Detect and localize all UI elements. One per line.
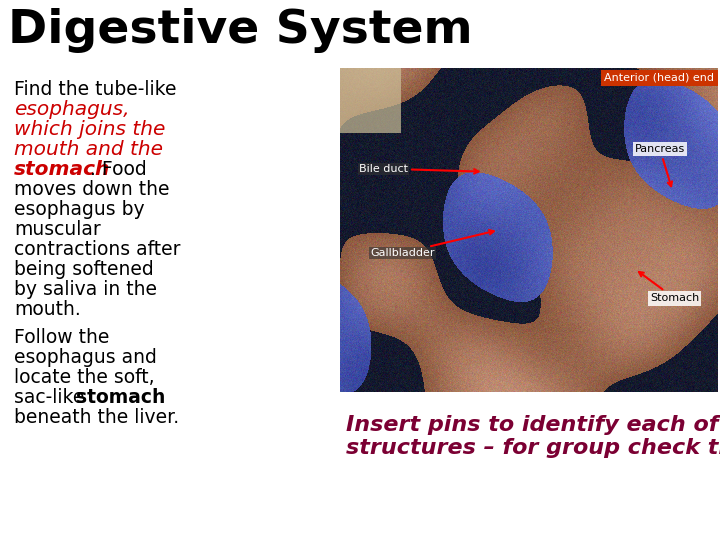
Text: Gallbladder: Gallbladder: [370, 230, 494, 258]
Text: Bile duct: Bile duct: [359, 164, 479, 174]
Text: contractions after: contractions after: [14, 240, 181, 259]
Text: Follow the: Follow the: [14, 328, 109, 347]
Text: Find the tube-like: Find the tube-like: [14, 80, 176, 99]
Text: moves down the: moves down the: [14, 180, 169, 199]
Text: being softened: being softened: [14, 260, 154, 279]
Text: which joins the: which joins the: [14, 120, 166, 139]
Text: Insert pins to identify each of the
structures – for group check time: Insert pins to identify each of the stru…: [346, 415, 720, 458]
Text: Digestive System: Digestive System: [8, 8, 472, 53]
Text: beneath the liver.: beneath the liver.: [14, 408, 179, 427]
Text: esophagus and: esophagus and: [14, 348, 157, 367]
Text: by saliva in the: by saliva in the: [14, 280, 157, 299]
Text: Anterior (head) end: Anterior (head) end: [604, 73, 714, 83]
Text: esophagus,: esophagus,: [14, 100, 130, 119]
Text: esophagus by: esophagus by: [14, 200, 145, 219]
Text: mouth and the: mouth and the: [14, 140, 163, 159]
Text: muscular: muscular: [14, 220, 101, 239]
Text: mouth.: mouth.: [14, 300, 81, 319]
Text: stomach: stomach: [14, 160, 110, 179]
Text: Stomach: Stomach: [639, 272, 699, 303]
Text: sac-like: sac-like: [14, 388, 91, 407]
Text: locate the soft,: locate the soft,: [14, 368, 155, 387]
Text: Pancreas: Pancreas: [635, 144, 685, 186]
Text: . Food: . Food: [90, 160, 147, 179]
Text: stomach: stomach: [76, 388, 166, 407]
